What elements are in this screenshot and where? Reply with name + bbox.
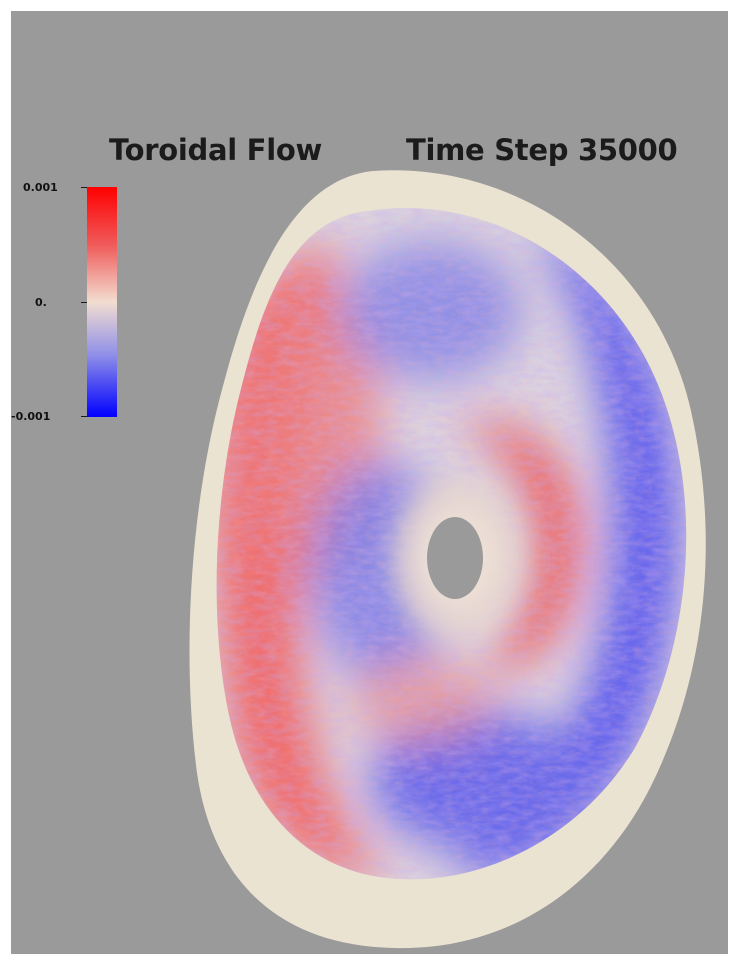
plot-title: Toroidal Flow xyxy=(109,133,322,167)
colorbar-tick-mid xyxy=(81,302,87,303)
central-hole xyxy=(427,517,483,599)
colorbar-tick-min xyxy=(81,416,87,417)
time-step-label: Time Step 35000 xyxy=(406,133,678,167)
colorbar-tick-max xyxy=(81,187,87,188)
colorbar-max-label: 0.001 xyxy=(23,181,58,194)
colorbar-mid-label: 0. xyxy=(35,296,47,309)
colorbar-min-label: -0.001 xyxy=(11,410,51,423)
colorbar xyxy=(87,187,117,417)
toroidal-flow-cross-section xyxy=(189,170,706,949)
visualization-frame: Toroidal Flow Time Step 35000 0.001 0. -… xyxy=(11,11,728,954)
